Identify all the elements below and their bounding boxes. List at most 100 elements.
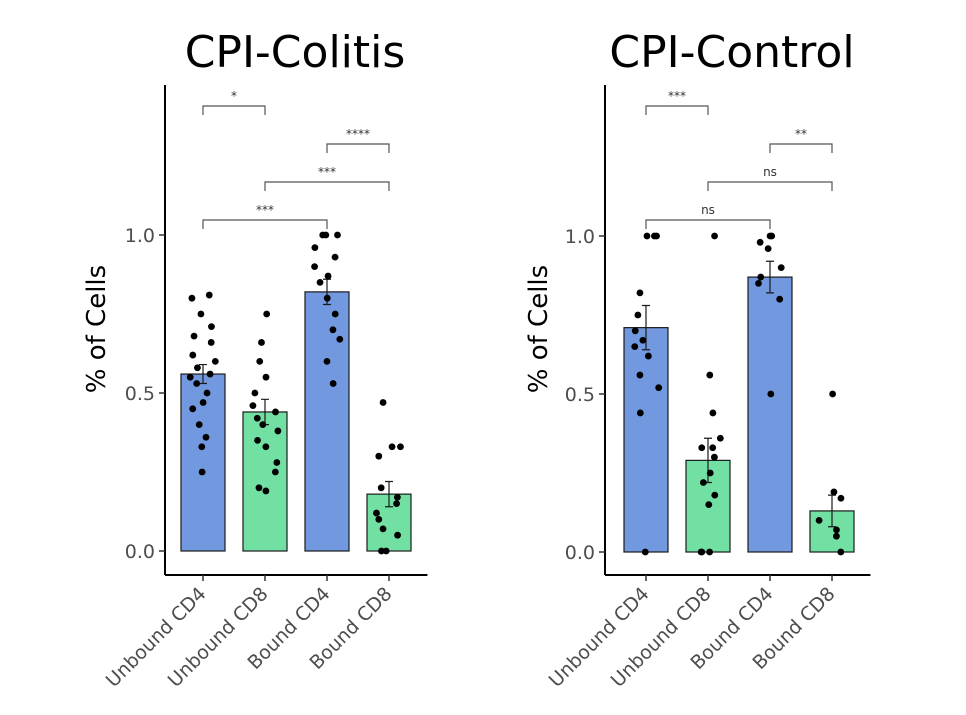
- data-point: [776, 295, 784, 303]
- data-point: [710, 453, 718, 461]
- data-point: [251, 389, 259, 397]
- data-point: [394, 531, 401, 539]
- y-tick-label: 1.0: [565, 226, 595, 248]
- significance-bracket: [645, 105, 709, 115]
- data-point: [830, 488, 838, 496]
- data-point: [644, 352, 652, 360]
- data-point: [767, 390, 775, 398]
- data-point: [188, 294, 196, 302]
- data-point: [272, 408, 279, 416]
- significance-bracket: [707, 181, 833, 191]
- data-point: [331, 253, 339, 261]
- data-point: [705, 501, 713, 508]
- data-point: [709, 409, 717, 417]
- data-point: [756, 238, 764, 246]
- significance-label: ns: [701, 203, 715, 217]
- y-tick-label: 0.5: [565, 384, 595, 406]
- significance-label: *: [231, 89, 237, 103]
- y-tick-label: 0.0: [125, 541, 155, 563]
- significance-bracket: [264, 181, 390, 191]
- data-point: [388, 443, 396, 451]
- data-point: [393, 500, 400, 507]
- data-point: [768, 232, 776, 240]
- data-point: [377, 484, 385, 492]
- data-point: [311, 244, 319, 252]
- data-point: [711, 491, 719, 499]
- data-point: [709, 444, 717, 452]
- data-point: [764, 245, 772, 253]
- data-point: [397, 443, 404, 451]
- significance-bracket: [769, 143, 833, 153]
- data-point: [249, 402, 257, 410]
- data-point: [634, 311, 642, 319]
- significance-bracket: [202, 105, 266, 115]
- data-point: [755, 280, 762, 287]
- data-point: [393, 493, 401, 501]
- data-point: [258, 339, 265, 346]
- data-point: [273, 459, 281, 466]
- data-point: [253, 414, 261, 422]
- data-point: [829, 390, 837, 398]
- data-point: [375, 452, 383, 460]
- significance-label: **: [795, 127, 807, 141]
- data-point: [653, 232, 660, 240]
- data-point: [329, 380, 337, 387]
- significance-label: ***: [318, 165, 336, 179]
- data-point: [378, 547, 385, 555]
- data-point: [711, 232, 718, 240]
- data-point: [641, 548, 649, 556]
- data-point: [316, 279, 324, 286]
- data-point: [259, 421, 267, 428]
- data-point: [837, 494, 845, 502]
- error-bar: [642, 304, 650, 351]
- data-point: [636, 409, 644, 417]
- data-point: [190, 332, 198, 340]
- data-point: [639, 336, 647, 344]
- data-point: [205, 291, 213, 299]
- data-point: [206, 370, 214, 378]
- data-point: [199, 399, 207, 406]
- error-bar: [766, 260, 774, 294]
- data-point: [336, 335, 344, 343]
- data-point: [329, 326, 337, 334]
- data-point: [208, 323, 215, 331]
- data-point: [698, 444, 706, 452]
- data-point: [323, 294, 331, 302]
- data-point: [706, 371, 714, 379]
- data-point: [186, 373, 194, 381]
- significance-label: ***: [256, 203, 274, 217]
- data-point: [334, 231, 341, 239]
- significance-label: ****: [346, 127, 370, 141]
- data-point: [379, 525, 387, 533]
- y-axis-title: % of Cells: [524, 265, 554, 393]
- significance-label: ns: [763, 165, 777, 179]
- data-point: [189, 405, 197, 413]
- error-bar: [199, 363, 207, 385]
- y-tick-label: 1.0: [125, 225, 155, 247]
- data-point: [379, 399, 387, 406]
- data-point: [373, 509, 380, 517]
- data-point: [274, 427, 282, 435]
- data-point: [262, 373, 270, 381]
- bar: [304, 291, 350, 552]
- data-point: [706, 548, 713, 556]
- data-point: [757, 273, 765, 281]
- data-point: [311, 263, 318, 270]
- data-point: [211, 358, 219, 365]
- data-point: [194, 364, 201, 372]
- chart-title: CPI-Colitis: [185, 27, 406, 78]
- data-point: [263, 310, 271, 318]
- data-point: [195, 421, 203, 428]
- significance-label: ***: [668, 89, 686, 103]
- y-tick-label: 0.5: [125, 383, 155, 405]
- data-point: [631, 327, 639, 335]
- data-point: [716, 434, 724, 442]
- data-point: [631, 343, 639, 350]
- data-point: [198, 443, 206, 451]
- data-point: [254, 437, 261, 444]
- data-point: [636, 289, 644, 297]
- data-point: [382, 547, 390, 555]
- data-point: [837, 548, 845, 556]
